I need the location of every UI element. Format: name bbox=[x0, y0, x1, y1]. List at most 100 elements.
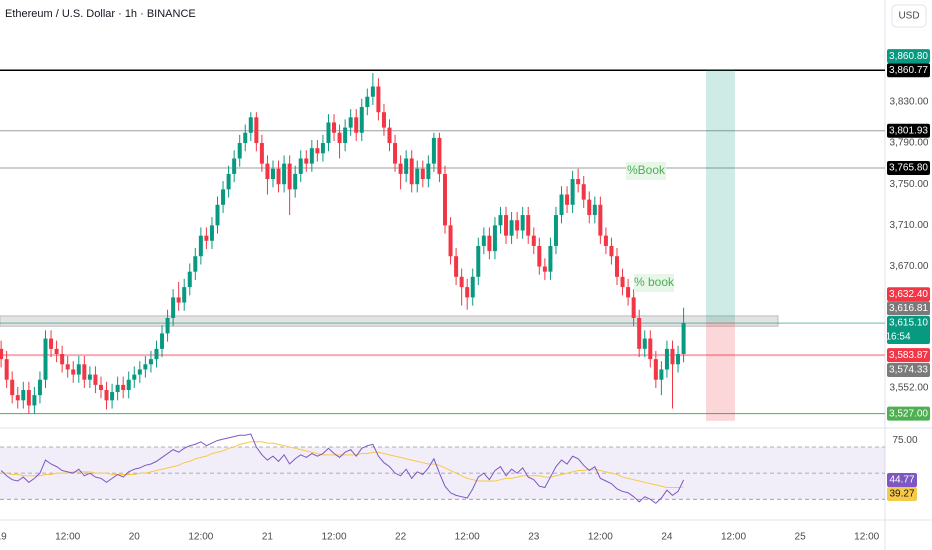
candle-body bbox=[104, 390, 109, 401]
candle-body bbox=[10, 379, 15, 396]
candle-body bbox=[143, 364, 148, 370]
rsi-badge-label: 44.77 bbox=[889, 475, 914, 486]
candle-body bbox=[65, 364, 70, 370]
candle-body bbox=[642, 338, 647, 349]
candle-body bbox=[132, 374, 137, 380]
candle-body bbox=[676, 353, 681, 365]
candle-body bbox=[49, 338, 54, 349]
candle-body bbox=[293, 173, 298, 190]
candle-body bbox=[415, 168, 420, 185]
candle-body bbox=[154, 348, 159, 360]
candle-body bbox=[165, 317, 170, 334]
candle-body bbox=[171, 297, 176, 318]
y-tick-label: 3,750.00 bbox=[890, 179, 929, 190]
candle-body bbox=[476, 245, 481, 277]
price-badge-label: 3,801.93 bbox=[889, 125, 928, 136]
candle-body bbox=[648, 338, 653, 360]
candle-body bbox=[531, 235, 536, 246]
candle-body bbox=[609, 245, 614, 257]
price-badge-label: 3,632.40 bbox=[889, 289, 928, 300]
x-tick-label: 23 bbox=[528, 532, 540, 543]
rsi-badge bbox=[887, 472, 917, 487]
x-tick-label: 12:00 bbox=[721, 532, 746, 543]
candle-body bbox=[137, 369, 142, 375]
candle-body bbox=[121, 384, 126, 391]
candle-body bbox=[270, 168, 275, 180]
price-badge-label: 3,616.81 bbox=[889, 303, 928, 314]
candle-body bbox=[60, 353, 65, 365]
candle-body bbox=[304, 158, 309, 164]
x-tick-label: 12:00 bbox=[455, 532, 480, 543]
y-tick-label: 3,830.00 bbox=[890, 97, 929, 108]
candle-body bbox=[348, 117, 353, 128]
candle-body bbox=[631, 297, 636, 318]
candle-body bbox=[637, 317, 642, 349]
price-badge bbox=[887, 160, 930, 175]
price-badge bbox=[887, 287, 930, 302]
rsi-ma-badge-label: 39.27 bbox=[889, 489, 914, 500]
candle-body bbox=[15, 395, 20, 401]
candle-body bbox=[454, 256, 459, 277]
candle-body bbox=[209, 225, 214, 241]
candle-body bbox=[82, 364, 87, 380]
candle-body bbox=[381, 112, 386, 128]
candle-body bbox=[110, 392, 115, 401]
price-badge-label: 3,583.87 bbox=[889, 350, 928, 361]
candle-body bbox=[115, 384, 120, 393]
annotation: %Book bbox=[627, 163, 666, 177]
price-badge-label: 3,860.80 bbox=[889, 51, 928, 62]
candle-body bbox=[37, 379, 42, 396]
candle-body bbox=[398, 163, 403, 174]
candle-body bbox=[204, 235, 209, 241]
candle-body bbox=[664, 348, 669, 370]
x-tick-label: 24 bbox=[661, 532, 673, 543]
candle-body bbox=[337, 132, 342, 144]
candle-body bbox=[559, 194, 564, 216]
candle-body bbox=[298, 158, 303, 174]
candle-body bbox=[376, 86, 381, 113]
candle-body bbox=[160, 333, 165, 349]
candle-body bbox=[681, 323, 686, 354]
y-tick-label: 3,552.00 bbox=[890, 383, 929, 394]
x-tick-label: 12:00 bbox=[588, 532, 613, 543]
x-tick-label: 22 bbox=[395, 532, 407, 543]
rsi-tick-label: 75.00 bbox=[892, 435, 917, 446]
x-tick-label: 21 bbox=[262, 532, 274, 543]
candle-body bbox=[0, 348, 4, 360]
price-badge bbox=[887, 362, 930, 377]
candle-body bbox=[32, 395, 37, 406]
candle-body bbox=[176, 297, 181, 303]
candle-body bbox=[187, 271, 192, 288]
countdown-label: 16:54 bbox=[885, 332, 910, 343]
currency-button[interactable] bbox=[891, 4, 927, 28]
price-badge bbox=[887, 316, 930, 345]
candle-body bbox=[215, 204, 220, 226]
candle-body bbox=[4, 359, 9, 380]
x-tick-label: 25 bbox=[795, 532, 807, 543]
candle-body bbox=[520, 215, 525, 231]
candle-body bbox=[287, 163, 292, 190]
candle-body bbox=[404, 158, 409, 174]
candle-body bbox=[598, 204, 603, 236]
candle-body bbox=[370, 86, 375, 97]
candle-body bbox=[193, 256, 198, 272]
level-zone bbox=[0, 315, 779, 327]
candle-body bbox=[93, 374, 98, 385]
candle-body bbox=[182, 287, 187, 303]
candle-body bbox=[553, 215, 558, 246]
price-badge bbox=[887, 406, 930, 421]
candle-body bbox=[76, 364, 81, 375]
price-badge-label: 3,615.10 bbox=[889, 318, 928, 329]
candle-body bbox=[603, 235, 608, 246]
price-badge-label: 3,765.80 bbox=[889, 163, 928, 174]
candle-body bbox=[504, 215, 509, 236]
x-tick-label: 12:00 bbox=[322, 532, 347, 543]
price-badge-label: 3,860.77 bbox=[889, 65, 928, 76]
candle-body bbox=[565, 194, 570, 205]
candle-body bbox=[98, 384, 103, 391]
candle-body bbox=[509, 220, 514, 236]
candle-body bbox=[442, 173, 447, 226]
currency-label: USD bbox=[898, 11, 919, 22]
candle-body bbox=[54, 348, 59, 354]
candle-body bbox=[470, 276, 475, 298]
